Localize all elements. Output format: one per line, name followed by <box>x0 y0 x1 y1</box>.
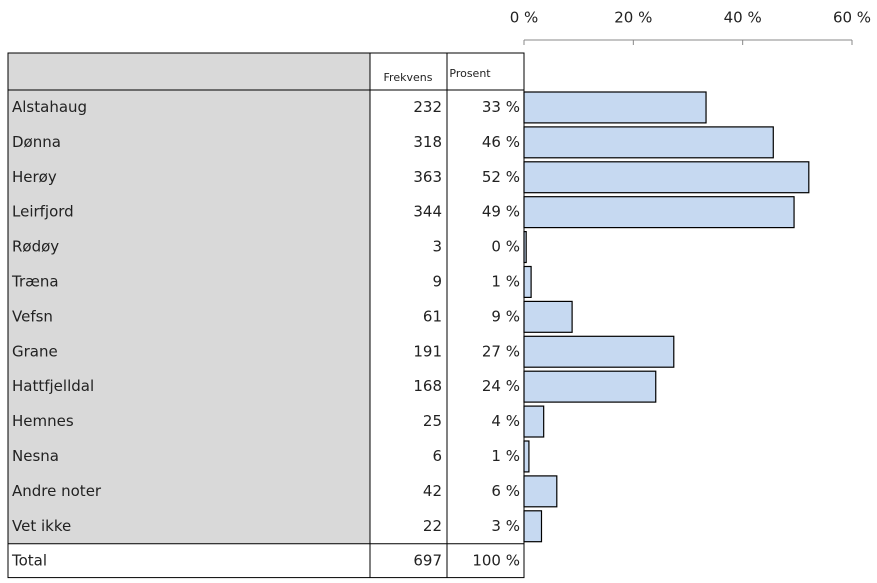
row-label: Træna <box>11 272 59 290</box>
x-tick-label: 60 % <box>833 9 871 27</box>
percent: 27 % <box>482 342 520 360</box>
x-tick-label: 0 % <box>510 9 539 27</box>
percent: 4 % <box>491 412 520 430</box>
row-label: Andre noter <box>12 482 102 500</box>
header: Prosent <box>449 67 491 80</box>
percent: 49 % <box>482 203 520 221</box>
frequency: 191 <box>413 342 442 360</box>
frequency: 3 <box>432 238 442 256</box>
bar <box>523 196 795 229</box>
frequency: 168 <box>413 377 442 395</box>
percent: 1 % <box>491 447 520 465</box>
bar <box>523 440 530 473</box>
frequency: 344 <box>413 203 442 221</box>
percent: 6 % <box>491 482 520 500</box>
percent: 24 % <box>482 377 520 395</box>
frequency: 6 <box>432 447 442 465</box>
row-label: Hemnes <box>12 412 74 430</box>
percent: 3 % <box>491 517 520 535</box>
percent: 52 % <box>482 168 520 186</box>
frequency: 25 <box>423 412 442 430</box>
frequency: 22 <box>423 517 442 535</box>
bar <box>523 335 675 368</box>
percent: 46 % <box>482 133 520 151</box>
name-column-bg <box>8 53 370 544</box>
bar <box>523 510 543 543</box>
x-tick-label: 20 % <box>614 9 652 27</box>
percent: 0 % <box>491 238 520 256</box>
bar <box>523 91 707 124</box>
row-label: Vefsn <box>12 307 53 325</box>
row-label: Rødøy <box>12 238 59 256</box>
total-frequency: 697 <box>413 552 442 570</box>
bar <box>523 405 545 438</box>
bar <box>523 231 527 264</box>
row-label: Nesna <box>12 447 59 465</box>
x-tick-label: 40 % <box>724 9 762 27</box>
bar <box>523 300 573 333</box>
percent: 9 % <box>491 307 520 325</box>
bar <box>523 475 558 508</box>
total-percent: 100 % <box>472 552 520 570</box>
percent: 1 % <box>491 272 520 290</box>
frequency: 232 <box>413 98 442 116</box>
percent: 33 % <box>482 98 520 116</box>
row-label: Herøy <box>12 168 57 186</box>
header: Frekvens <box>384 71 433 84</box>
row-label: Leirfjord <box>12 203 74 221</box>
total-label: Total <box>11 552 47 570</box>
bar <box>523 370 657 403</box>
bar <box>523 265 532 298</box>
row-label: Vet ikke <box>12 517 71 535</box>
row-label: Hattfjelldal <box>12 377 94 395</box>
row-label: Dønna <box>12 133 61 151</box>
row-label: Alstahaug <box>12 98 87 116</box>
frequency: 318 <box>413 133 442 151</box>
frequency: 363 <box>413 168 442 186</box>
bar <box>523 161 810 194</box>
frequency: 42 <box>423 482 442 500</box>
bar <box>523 126 774 159</box>
row-label: Grane <box>12 342 58 360</box>
frequency: 61 <box>423 307 442 325</box>
frequency: 9 <box>432 272 442 290</box>
